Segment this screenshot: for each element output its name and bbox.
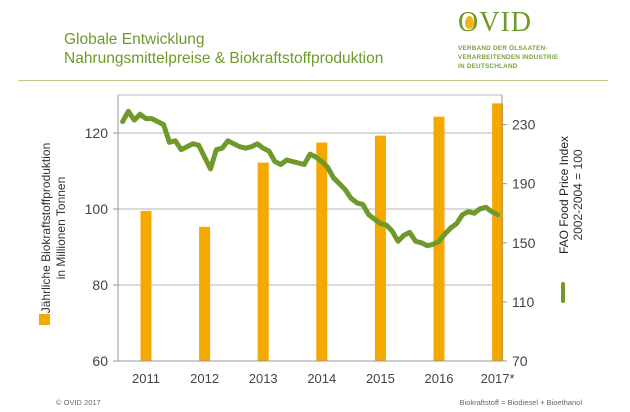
x-tick-label: 2013 (249, 371, 278, 386)
logo-subtitle: VERBAND DER ÖLSAATEN- VERARBEITENDEN IND… (458, 44, 558, 71)
right-axis-label-line-1: FAO Food Price Index (557, 136, 571, 254)
ovid-logo: OVID VERBAND DER ÖLSAATEN- VERARBEITENDE… (458, 8, 558, 71)
logo-subtitle-line-3: IN DEUTSCHLAND (458, 63, 518, 70)
left-axis-label-line-1: Jährliche Biokraftstoffproduktion (39, 143, 53, 314)
logo-letter-o: O (458, 7, 479, 38)
x-tick-label: 2015 (366, 371, 395, 386)
right-tick-label: 70 (512, 353, 528, 369)
left-axis-label: Jährliche Biokraftstoffproduktion in Mil… (39, 143, 68, 314)
right-tick-label: 150 (512, 235, 536, 251)
fao-price-line (120, 108, 501, 249)
left-tick-label: 80 (92, 277, 108, 293)
logo-wordmark: OVID (458, 8, 558, 38)
left-axis-label-line-2: in Millionen Tonnen (54, 177, 68, 280)
left-tick-label: 120 (85, 125, 109, 141)
x-tick-label: 2011 (132, 371, 160, 386)
bar-2014 (316, 142, 328, 361)
legend-bar-swatch (39, 314, 50, 325)
bar-2017* (492, 103, 504, 362)
copyright: © OVID 2017 (56, 398, 101, 407)
title-line-1: Globale Entwicklung (64, 31, 205, 48)
right-axis-ticks: 70 110 150 190 230 (502, 117, 536, 369)
bar-2012 (199, 226, 211, 361)
header-divider (18, 80, 608, 81)
left-tick-label: 60 (92, 353, 108, 369)
x-tick-label: 2016 (425, 371, 454, 386)
title-line-2: Nahrungsmittelpreise & Biokraftstoffprod… (64, 50, 384, 67)
oil-drop-icon (465, 16, 474, 29)
x-tick-label: 2017* (481, 371, 515, 386)
page-title: Globale Entwicklung Nahrungsmittelpreise… (64, 30, 383, 68)
left-tick-label: 100 (85, 201, 109, 217)
x-tick-label: 2014 (307, 371, 336, 386)
x-axis-ticks: 2011 2012 2013 2014 2015 2016 2017* (132, 371, 515, 386)
x-tick-label: 2012 (190, 371, 219, 386)
logo-subtitle-line-2: VERARBEITENDEN INDUSTRIE (458, 54, 559, 61)
right-tick-label: 230 (512, 117, 536, 133)
bar-2013 (257, 162, 269, 361)
right-tick-label: 110 (512, 294, 535, 310)
logo-subtitle-line-1: VERBAND DER ÖLSAATEN- (458, 45, 548, 52)
right-tick-label: 190 (512, 176, 536, 192)
footnote: Biokraftstoff = Biodiesel + Bioethanol (459, 398, 582, 407)
right-axis-label-line-2: 2002-2004 = 100 (571, 149, 585, 240)
left-axis-ticks: 60 80 100 120 (85, 125, 118, 369)
legend-line-swatch (561, 282, 565, 303)
logo-letters: VID (479, 7, 532, 38)
bar-2015 (374, 135, 386, 361)
plot-frame (114, 94, 506, 362)
bar-2011 (140, 210, 152, 361)
right-axis-label: FAO Food Price Index 2002-2004 = 100 (557, 136, 585, 254)
